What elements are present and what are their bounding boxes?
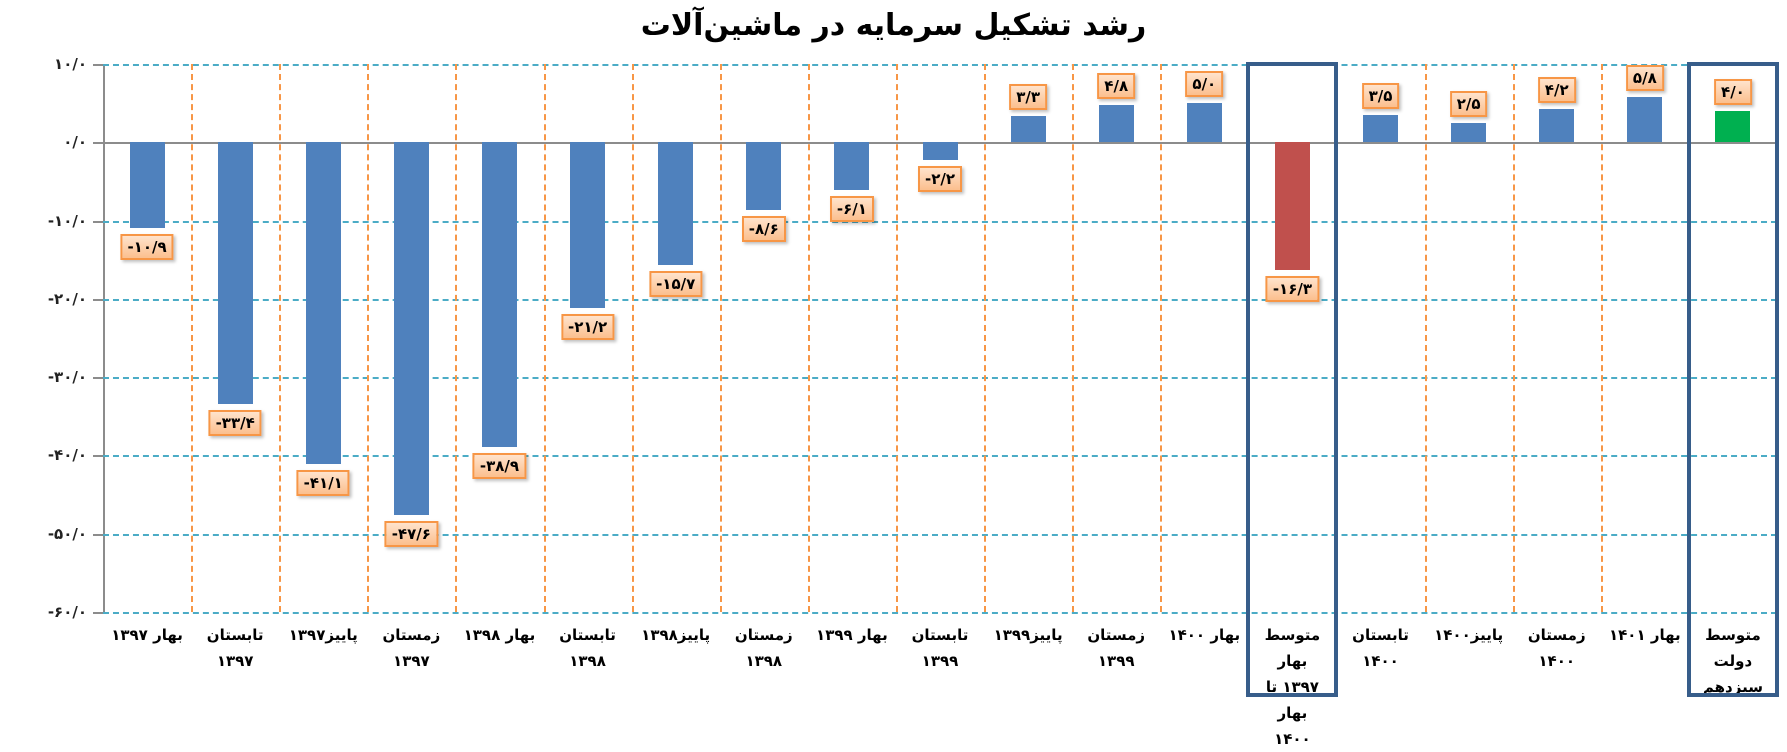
data-label: ۵/۰ — [1185, 71, 1224, 98]
x-tick-label: پاییز۱۳۹۸ — [641, 626, 711, 644]
bar — [922, 142, 958, 160]
y-tick-label: -۳۰/۰ — [47, 368, 87, 387]
data-label: ۴/۰ — [1714, 78, 1752, 105]
x-tick-label: زمستان ۱۳۹۹ — [1087, 626, 1146, 670]
bar — [1010, 116, 1046, 143]
bar — [305, 142, 341, 465]
data-label: ۵/۸ — [1625, 64, 1664, 91]
v-gridline — [543, 64, 546, 612]
x-tick-label: متوسط دولت سیزدهم — [1702, 626, 1763, 696]
v-gridline — [984, 64, 987, 612]
v-gridline — [279, 64, 282, 612]
bar — [1186, 103, 1222, 143]
y-tick — [93, 377, 103, 380]
x-tick-label: تابستان ۱۳۹۷ — [206, 626, 264, 670]
h-gridline — [103, 64, 1777, 66]
bar — [1451, 122, 1487, 143]
v-gridline — [1160, 64, 1163, 612]
v-gridline — [1072, 64, 1075, 612]
plot-area: -۱۰/۹ -۳۳/۴ -۴۱/۱ -۴۷/۶ -۳۸/۹ -۲۱/۲ -۱۵/۷ -۸/۶ -… — [93, 64, 1779, 614]
y-tick-label: -۱۰/۰ — [47, 211, 87, 230]
bar — [1539, 109, 1575, 143]
x-tick-label: بهار ۱۳۹۹ — [816, 626, 888, 644]
bar — [217, 142, 253, 404]
x-tick-label: بهار ۱۳۹۸ — [463, 626, 536, 644]
h-gridline — [103, 220, 1777, 223]
bar — [1274, 142, 1310, 270]
data-label: -۱۵/۷ — [649, 271, 703, 298]
bar — [1098, 104, 1134, 143]
y-tick — [93, 533, 103, 536]
x-tick-label: پاییز۱۳۹۷ — [288, 626, 358, 644]
data-label: -۶/۱ — [829, 196, 874, 223]
highlight-box — [1246, 62, 1339, 697]
bar — [1363, 114, 1399, 143]
x-tick-label: تابستان ۱۴۰۰ — [1352, 626, 1409, 670]
v-gridline — [807, 64, 810, 612]
h-gridline — [103, 298, 1777, 301]
y-tick-label: -۴۰/۰ — [47, 446, 87, 465]
data-label: -۴۱/۱ — [296, 470, 350, 497]
bar — [1715, 110, 1751, 143]
data-label: -۱۶/۳ — [1265, 275, 1319, 302]
data-label: -۳۸/۹ — [472, 452, 527, 479]
y-tick-label: ۰/۰ — [63, 133, 87, 152]
data-label: -۸/۶ — [741, 215, 786, 242]
h-gridline — [103, 455, 1777, 458]
data-label: -۲/۲ — [917, 165, 963, 192]
v-gridline — [1512, 64, 1515, 612]
highlight-box — [1686, 62, 1779, 697]
v-gridline — [631, 64, 634, 612]
v-gridline — [719, 64, 722, 612]
data-label: -۳۳/۴ — [208, 409, 262, 436]
bar — [1627, 96, 1663, 143]
data-label: -۴۷/۶ — [384, 520, 438, 547]
y-tick — [93, 142, 103, 145]
bar — [481, 142, 517, 447]
x-tick-label: بهار ۱۴۰۰ — [1168, 626, 1241, 644]
x-tick-label: بهار ۱۴۰۱ — [1609, 626, 1681, 644]
v-gridline — [1424, 64, 1427, 612]
v-gridline — [455, 64, 458, 612]
y-tick-label: -۵۰/۰ — [47, 524, 87, 543]
data-label: -۲۱/۲ — [560, 314, 615, 341]
bar — [393, 142, 429, 515]
y-axis — [103, 64, 105, 612]
h-gridline — [103, 612, 1777, 614]
bar — [834, 142, 870, 191]
data-label: -۱۰/۹ — [120, 233, 174, 260]
data-label: ۳/۳ — [1009, 84, 1047, 111]
x-tick-label: زمستان ۱۳۹۸ — [734, 626, 793, 670]
bar — [570, 142, 606, 309]
v-gridline — [367, 64, 370, 612]
y-tick-label: -۲۰/۰ — [47, 289, 87, 308]
x-tick-label: پاییز۱۴۰۰ — [1434, 626, 1504, 644]
y-tick — [93, 298, 103, 301]
data-label: ۴/۲ — [1537, 77, 1576, 104]
data-label: ۴/۸ — [1097, 72, 1136, 99]
data-label: ۲/۵ — [1449, 90, 1488, 117]
y-tick-label: -۶۰/۰ — [47, 603, 87, 621]
x-tick-label: تابستان ۱۳۹۸ — [559, 626, 616, 670]
h-gridline — [103, 533, 1777, 536]
x-tick-label: تابستان ۱۳۹۹ — [911, 626, 969, 670]
bar — [746, 142, 782, 210]
v-gridline — [191, 64, 194, 612]
y-tick — [93, 612, 103, 614]
x-tick-label: زمستان ۱۳۹۷ — [382, 626, 441, 670]
x-tick-label: پاییز۱۳۹۹ — [993, 626, 1063, 644]
v-gridline — [895, 64, 898, 612]
bar — [658, 142, 694, 266]
y-tick-label: ۱۰/۰ — [54, 55, 87, 73]
bar — [129, 142, 165, 228]
data-label: ۳/۵ — [1361, 82, 1400, 109]
y-tick — [93, 220, 103, 223]
y-tick — [93, 64, 103, 66]
chart-title: رشد تشکیل سرمایه در ماشین‌آلات — [640, 8, 1147, 43]
v-gridline — [1600, 64, 1603, 612]
x-tick-label: بهار ۱۳۹۷ — [111, 626, 183, 644]
x-tick-label: زمستان ۱۴۰۰ — [1527, 626, 1586, 670]
h-gridline — [103, 377, 1777, 380]
y-tick — [93, 455, 103, 458]
